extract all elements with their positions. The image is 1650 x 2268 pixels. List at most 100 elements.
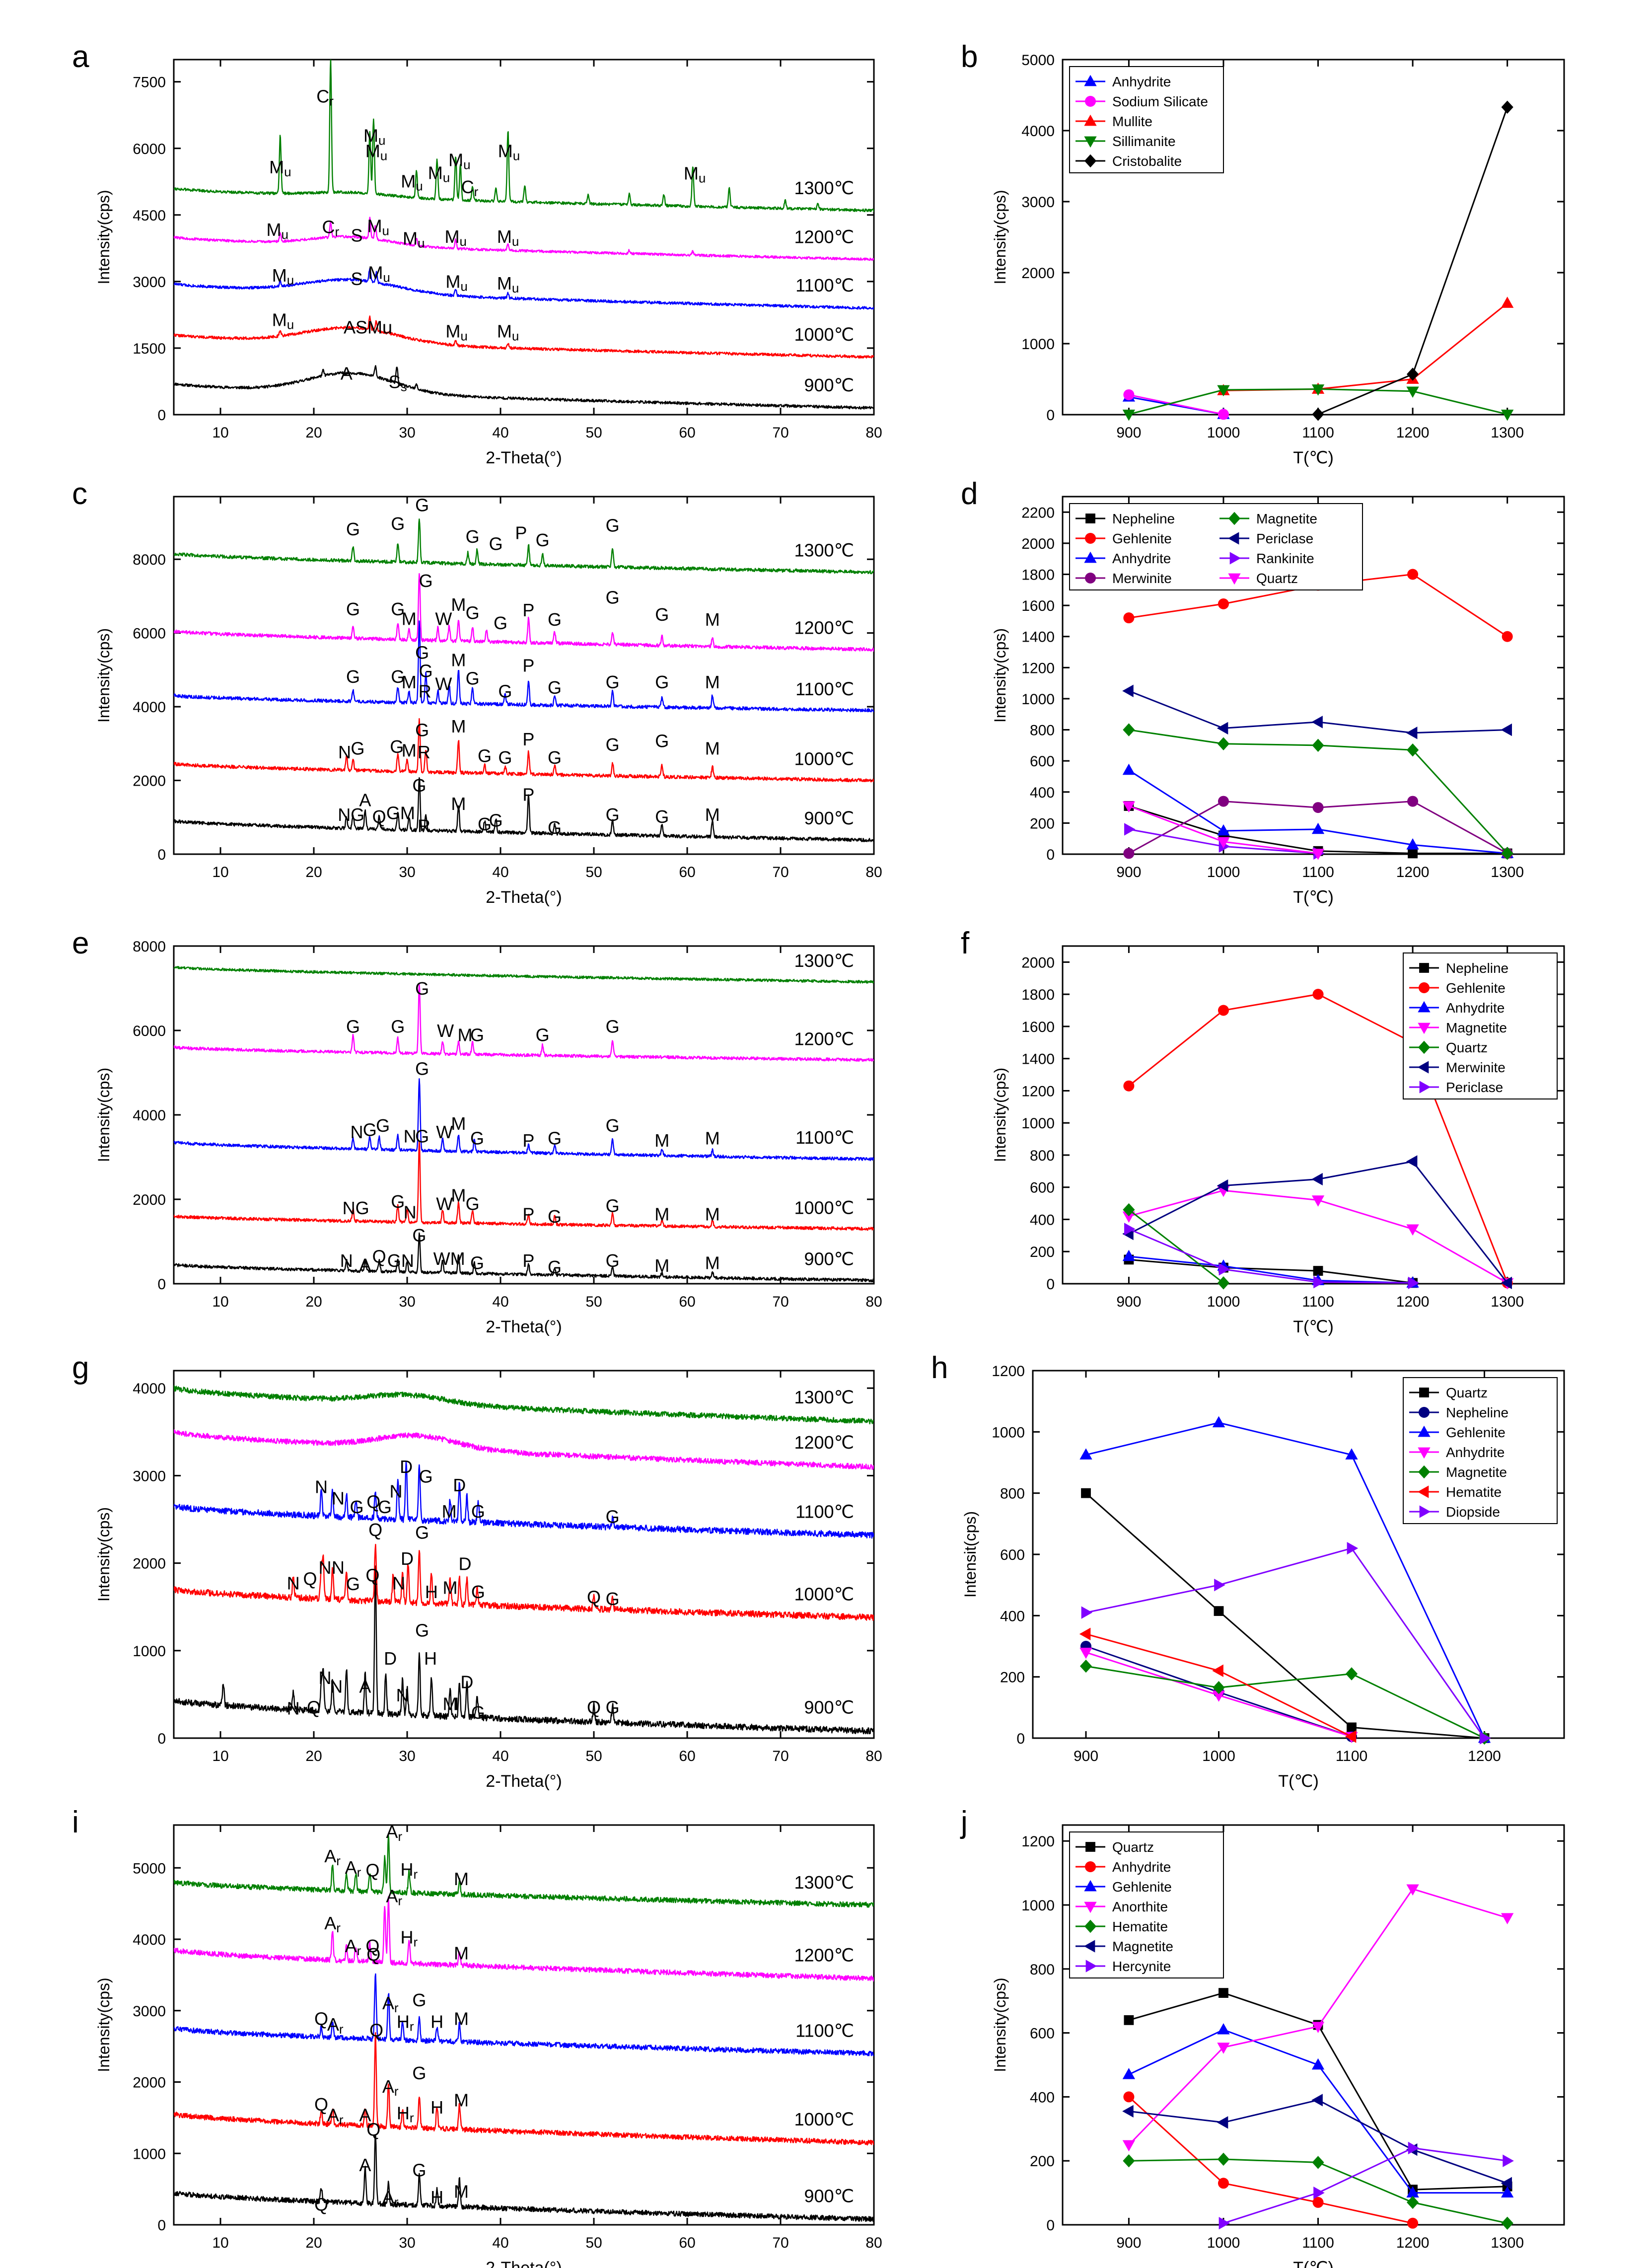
phase-label: NG xyxy=(338,805,364,825)
phase-label: Mu xyxy=(445,226,467,249)
phase-label: H xyxy=(424,1648,437,1669)
phase-label: S xyxy=(351,269,362,289)
data-point-Sillimanite xyxy=(1311,384,1325,396)
series-line-Sodium Silicate xyxy=(1129,394,1224,415)
phase-label: G xyxy=(548,609,562,630)
phase-label: P xyxy=(515,522,527,543)
data-point-Periclase xyxy=(1406,727,1418,739)
series-temperature-label: 1300℃ xyxy=(794,1387,854,1407)
x-tick-label: 40 xyxy=(492,1748,508,1764)
phase-label-main: M xyxy=(368,263,383,283)
data-point-Hematite xyxy=(1312,2156,1324,2169)
data-point-Merwinite xyxy=(1501,1276,1512,1290)
phase-label-sub: u xyxy=(287,318,294,332)
y-tick-label: 0 xyxy=(1046,1276,1055,1293)
phase-label-sub: u xyxy=(512,282,519,295)
phase-label-sub: u xyxy=(513,149,520,163)
y-tick-label: 4000 xyxy=(133,1932,166,1948)
series-line-1100℃ xyxy=(174,1461,874,1539)
series-line-900℃ xyxy=(174,1565,874,1735)
x-tick-label: 1100 xyxy=(1302,864,1334,880)
y-tick-label: 1000 xyxy=(992,1424,1025,1441)
phase-label-main: M xyxy=(272,309,287,330)
data-point-Anhydrite xyxy=(1407,2217,1419,2229)
phase-label-main: M xyxy=(363,125,378,146)
x-tick-label: 10 xyxy=(212,1748,228,1764)
phase-label-main: S xyxy=(389,371,401,392)
y-tick-label: 3000 xyxy=(1021,194,1055,211)
legend-marker xyxy=(1418,1447,1431,1459)
x-tick-label: 1000 xyxy=(1202,1748,1235,1764)
legend-label: Magnetite xyxy=(1256,511,1317,526)
data-point-Hematite xyxy=(1123,2154,1135,2168)
phase-label-main: H xyxy=(397,2103,410,2123)
data-point-Gehlenite xyxy=(1079,1448,1092,1460)
phase-label: Mu xyxy=(272,265,294,288)
phase-label: Hr xyxy=(397,2103,414,2125)
pattern-lines xyxy=(174,1385,874,1735)
phase-label: Q xyxy=(366,1944,380,1965)
phase-label: D xyxy=(453,1475,466,1495)
legend: Nepheline Gehlenite Anhydrite Merwinite Magn… xyxy=(1069,503,1363,590)
data-point-Merwinite xyxy=(1311,1172,1323,1186)
x-tick-label: 40 xyxy=(492,1294,508,1310)
phase-label: D xyxy=(459,1554,472,1574)
x-tick-label: 1000 xyxy=(1207,1294,1240,1310)
phase-label: M xyxy=(705,1128,720,1149)
phase-label: N xyxy=(319,1668,332,1688)
phase-label: G xyxy=(419,661,433,681)
y-tick-label: 0 xyxy=(157,407,166,424)
phase-label: Ar xyxy=(345,1936,361,1958)
phase-label: ASMu xyxy=(344,317,392,337)
legend-marker xyxy=(1085,96,1096,107)
legend-label: Hercynite xyxy=(1112,1959,1171,1974)
phase-label: Q xyxy=(587,1587,601,1608)
phase-label: G xyxy=(655,672,669,692)
phase-label-sub: r xyxy=(410,2111,414,2125)
legend-marker xyxy=(1419,1407,1430,1418)
data-point-Hercynite xyxy=(1313,2186,1325,2199)
x-tick-label: 1000 xyxy=(1207,425,1240,441)
phase-label: G xyxy=(548,817,562,838)
phase-label: Mu xyxy=(403,228,425,251)
x-tick-label: 40 xyxy=(492,2235,508,2251)
series-line-900℃ xyxy=(174,777,874,842)
legend-box xyxy=(1403,1377,1558,1524)
data-point-Gehlenite xyxy=(1407,569,1419,580)
phase-label: P xyxy=(522,729,534,749)
phase-label: G xyxy=(536,530,550,550)
phase-label: Ar xyxy=(386,1886,402,1908)
phase-label-sub: u xyxy=(443,171,450,185)
phase-label: N xyxy=(340,1250,353,1271)
x-tick-label: 1100 xyxy=(1336,1748,1368,1764)
phase-label: Ar xyxy=(324,1846,341,1868)
phase-label: G xyxy=(606,734,620,755)
phase-label: M xyxy=(454,2181,469,2201)
phase-label: Ar xyxy=(382,1993,399,2015)
phase-label: G xyxy=(412,2063,426,2083)
legend-marker xyxy=(1227,532,1239,545)
phase-label: M xyxy=(454,1869,469,1889)
phase-label: Ar xyxy=(327,2014,344,2037)
y-axis-label: Intensity(cps) xyxy=(991,1977,1009,2072)
series-temperature-label: 900℃ xyxy=(804,808,855,828)
data-point-Anhydrite xyxy=(1218,2178,1229,2189)
x-tick-label: 1300 xyxy=(1491,1294,1524,1310)
phase-label-sub: u xyxy=(416,179,423,193)
series-temperature-label: 1100℃ xyxy=(795,679,854,699)
series-temperature-label: 1300℃ xyxy=(794,178,854,198)
phase-label: Mu xyxy=(428,162,450,185)
series-temperature-label: 1200℃ xyxy=(794,1029,854,1049)
series-line-1100℃ xyxy=(174,1973,874,2056)
plot-frame xyxy=(1062,1824,1565,2226)
phase-label-main: A xyxy=(386,1886,398,1906)
legend-marker xyxy=(1083,1940,1095,1953)
phase-label: G xyxy=(415,495,429,515)
phase-label-main: H xyxy=(400,1859,413,1880)
y-tick-label: 2000 xyxy=(133,1556,166,1572)
series-line-Anhydrite xyxy=(1129,1255,1413,1284)
x-tick-label: 30 xyxy=(399,425,415,441)
phase-label-sub: r xyxy=(357,1944,361,1958)
phase-label-sub: r xyxy=(357,1866,361,1880)
x-tick-label: 900 xyxy=(1116,1294,1141,1310)
